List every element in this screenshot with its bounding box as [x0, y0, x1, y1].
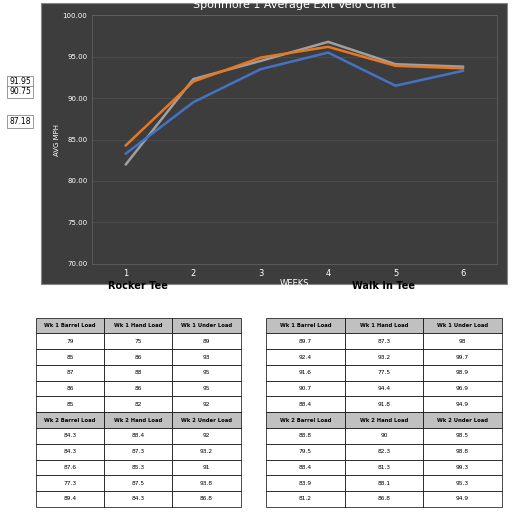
X-axis label: WEEKS: WEEKS: [280, 279, 309, 288]
Text: 91.95: 91.95: [9, 77, 31, 87]
Text: 90.75: 90.75: [9, 88, 31, 96]
Text: 87.18: 87.18: [9, 117, 31, 126]
Title: Walk In Tee: Walk In Tee: [352, 281, 416, 291]
Y-axis label: AVG MPH: AVG MPH: [54, 123, 60, 156]
Title: Spohmore 1 Average Exit Velo Chart: Spohmore 1 Average Exit Velo Chart: [193, 1, 396, 10]
Title: Rocker Tee: Rocker Tee: [109, 281, 168, 291]
